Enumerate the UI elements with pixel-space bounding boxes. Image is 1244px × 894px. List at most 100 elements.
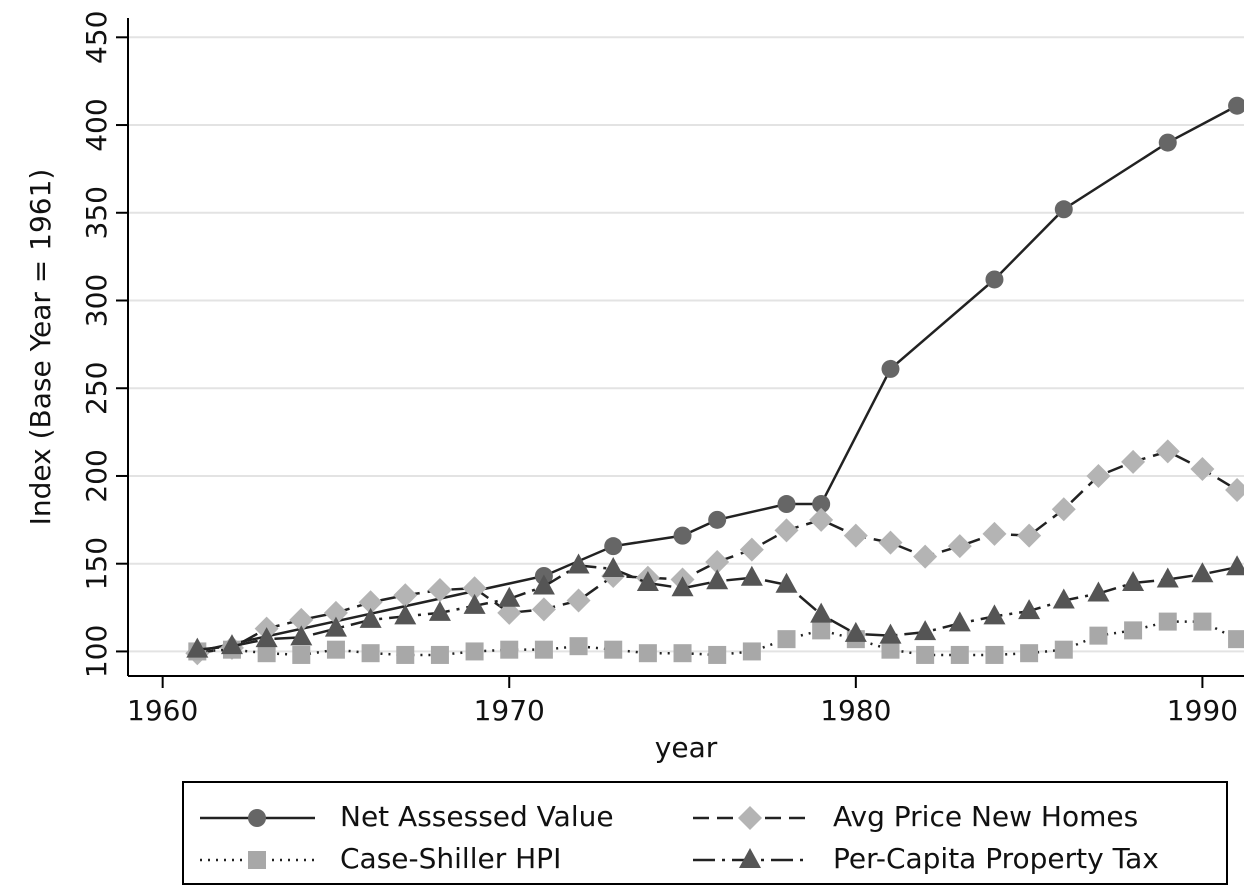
data-point bbox=[708, 645, 727, 664]
data-point bbox=[844, 621, 867, 642]
x-tick-label: 1970 bbox=[474, 694, 545, 727]
data-point bbox=[708, 510, 727, 529]
data-point bbox=[1054, 200, 1073, 219]
x-tick-label: 1980 bbox=[820, 694, 891, 727]
data-point bbox=[1191, 562, 1214, 583]
data-point bbox=[1122, 571, 1145, 592]
legend-box bbox=[182, 781, 1228, 885]
data-point bbox=[739, 537, 764, 562]
data-point bbox=[775, 572, 798, 593]
data-point bbox=[705, 549, 730, 574]
data-point bbox=[1018, 599, 1041, 620]
data-point bbox=[916, 645, 935, 664]
data-point bbox=[1052, 588, 1075, 609]
data-point bbox=[774, 518, 799, 543]
data-point bbox=[463, 593, 486, 614]
data-point bbox=[636, 571, 659, 592]
data-point bbox=[290, 625, 313, 646]
data-point bbox=[427, 578, 452, 603]
data-point bbox=[1156, 567, 1179, 588]
data-point bbox=[394, 604, 417, 625]
y-tick-label: 450 bbox=[80, 11, 113, 64]
x-tick-label: 1960 bbox=[127, 694, 198, 727]
y-tick-label: 200 bbox=[80, 449, 113, 502]
data-point bbox=[1158, 612, 1177, 631]
data-point bbox=[1086, 463, 1111, 488]
data-point bbox=[604, 640, 623, 659]
data-point bbox=[777, 495, 796, 514]
data-point bbox=[878, 530, 903, 555]
data-point bbox=[255, 627, 278, 648]
data-point bbox=[1228, 630, 1244, 649]
data-point bbox=[1017, 523, 1042, 548]
data-point bbox=[1155, 439, 1180, 464]
data-point bbox=[810, 602, 833, 623]
data-point bbox=[1124, 621, 1143, 640]
data-point bbox=[569, 637, 588, 656]
data-point bbox=[534, 640, 553, 659]
data-point bbox=[985, 645, 1004, 664]
data-point bbox=[498, 586, 521, 607]
series-line bbox=[197, 104, 1238, 653]
y-tick-label: 250 bbox=[80, 362, 113, 415]
y-tick-label: 400 bbox=[80, 98, 113, 151]
data-point bbox=[1054, 640, 1073, 659]
legend-label: Avg Price New Homes bbox=[833, 800, 1138, 833]
data-point bbox=[673, 644, 692, 663]
data-point bbox=[843, 523, 868, 548]
data-point bbox=[567, 553, 590, 574]
data-point bbox=[742, 642, 761, 661]
data-point bbox=[430, 645, 449, 664]
legend-marker bbox=[248, 851, 266, 869]
data-point bbox=[532, 574, 555, 595]
data-point bbox=[777, 630, 796, 649]
legend-marker bbox=[739, 848, 761, 868]
data-point bbox=[1121, 449, 1146, 474]
data-point bbox=[706, 569, 729, 590]
legend-label: Per-Capita Property Tax bbox=[833, 842, 1159, 875]
data-point bbox=[359, 607, 382, 628]
data-point bbox=[531, 597, 556, 622]
data-point bbox=[985, 270, 1004, 289]
x-axis-label: year bbox=[655, 731, 718, 764]
data-point bbox=[947, 534, 972, 559]
data-point bbox=[950, 645, 969, 664]
legend-label: Case-Shiller HPI bbox=[340, 842, 561, 875]
data-point bbox=[812, 495, 831, 514]
data-point bbox=[396, 645, 415, 664]
data-point bbox=[361, 644, 380, 663]
data-point bbox=[604, 537, 623, 556]
data-point bbox=[1087, 581, 1110, 602]
data-point bbox=[289, 607, 314, 632]
data-point bbox=[913, 544, 938, 569]
legend-label: Net Assessed Value bbox=[340, 800, 614, 833]
data-point bbox=[220, 634, 243, 655]
data-point bbox=[358, 590, 383, 615]
data-point bbox=[1226, 555, 1244, 576]
data-point bbox=[809, 507, 834, 532]
y-tick-label: 350 bbox=[80, 186, 113, 239]
y-tick-label: 150 bbox=[80, 537, 113, 590]
data-point bbox=[812, 621, 831, 640]
data-point bbox=[1020, 644, 1039, 663]
data-point bbox=[673, 526, 692, 545]
y-axis-label: Index (Base Year = 1961) bbox=[24, 169, 57, 526]
y-tick-label: 300 bbox=[80, 274, 113, 327]
legend-marker bbox=[248, 809, 266, 827]
data-point bbox=[879, 623, 902, 644]
data-point bbox=[393, 583, 418, 608]
data-point bbox=[671, 576, 694, 597]
data-point bbox=[948, 611, 971, 632]
data-point bbox=[326, 640, 345, 659]
data-point bbox=[914, 620, 937, 641]
data-point bbox=[186, 637, 209, 658]
data-point bbox=[324, 616, 347, 637]
data-point bbox=[566, 588, 591, 613]
data-point bbox=[1051, 497, 1076, 522]
data-point bbox=[462, 576, 487, 601]
legend-marker bbox=[738, 806, 762, 830]
data-point bbox=[638, 644, 657, 663]
x-tick-label: 1990 bbox=[1167, 694, 1238, 727]
data-point bbox=[602, 556, 625, 577]
